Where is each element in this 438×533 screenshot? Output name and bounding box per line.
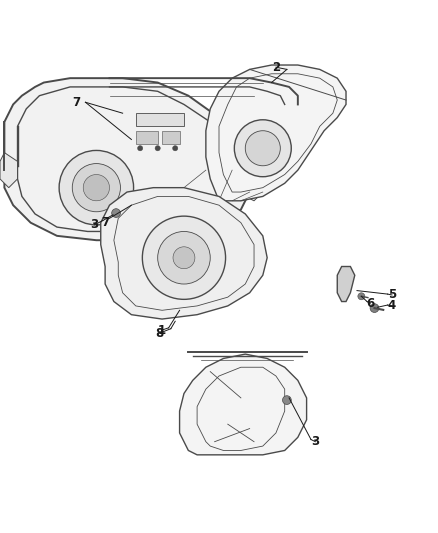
Circle shape	[142, 216, 226, 300]
Circle shape	[234, 120, 291, 177]
Text: 7: 7	[101, 216, 109, 229]
Circle shape	[155, 146, 160, 151]
Polygon shape	[180, 354, 307, 455]
Circle shape	[112, 209, 120, 217]
Text: 5: 5	[388, 288, 396, 302]
Text: 8: 8	[156, 327, 164, 340]
Circle shape	[59, 150, 134, 225]
Polygon shape	[4, 78, 250, 240]
Text: 3: 3	[90, 219, 98, 231]
Polygon shape	[245, 170, 263, 201]
Polygon shape	[0, 152, 18, 188]
Circle shape	[358, 293, 365, 300]
Polygon shape	[136, 113, 184, 126]
Text: 6: 6	[366, 297, 374, 310]
Text: 3: 3	[311, 435, 319, 448]
Polygon shape	[337, 266, 355, 302]
Text: 1: 1	[158, 324, 166, 336]
Circle shape	[370, 304, 379, 312]
Text: 2: 2	[272, 61, 280, 74]
Circle shape	[138, 146, 143, 151]
Circle shape	[283, 395, 291, 405]
Polygon shape	[206, 65, 346, 201]
Circle shape	[83, 174, 110, 201]
Circle shape	[72, 164, 120, 212]
Text: 4: 4	[388, 300, 396, 312]
Circle shape	[245, 131, 280, 166]
Text: 7: 7	[73, 96, 81, 109]
Polygon shape	[101, 188, 267, 319]
Circle shape	[158, 231, 210, 284]
Bar	[162, 131, 180, 144]
Circle shape	[173, 247, 195, 269]
Bar	[136, 131, 158, 144]
Circle shape	[173, 146, 178, 151]
